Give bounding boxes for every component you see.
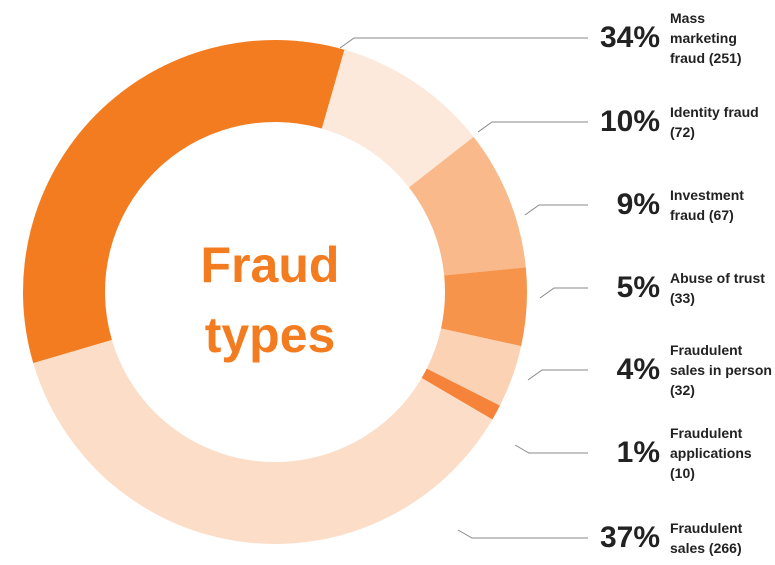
category-label: Abuse of trust (33) [670, 270, 765, 306]
donut-segment [408, 136, 526, 276]
percent-label: 37% [599, 521, 660, 554]
percent-label: 34% [599, 21, 660, 54]
category-label: Identity fraud (72) [670, 104, 759, 140]
center-title: Fraud [201, 237, 340, 293]
leader-line [457, 529, 588, 539]
percent-label: 4% [616, 353, 660, 386]
category-label: Fraudulent applications (10) [670, 425, 752, 481]
leader-line [477, 121, 588, 133]
percent-label: 5% [616, 271, 660, 304]
leader-line [339, 37, 588, 49]
donut-segment [321, 49, 474, 188]
category-label: Fraudulent sales in person (32) [670, 342, 772, 398]
leader-line [539, 287, 588, 299]
leader-line [514, 444, 588, 454]
leader-line [524, 204, 588, 216]
donut-segment [421, 368, 500, 420]
category-label: Fraudulent sales (266) [670, 520, 743, 556]
percent-label: 1% [616, 436, 660, 469]
donut-segment [33, 339, 493, 545]
percent-label: 10% [599, 105, 660, 138]
percent-label: 9% [616, 188, 660, 221]
donut-segment [441, 267, 527, 347]
category-label: Mass marketing fraud (251) [670, 10, 742, 66]
category-label: Investment fraud (67) [670, 187, 744, 223]
donut-segment [23, 39, 345, 364]
donut-segment [426, 328, 522, 406]
leader-line [527, 369, 588, 381]
center-title: types [205, 307, 336, 363]
